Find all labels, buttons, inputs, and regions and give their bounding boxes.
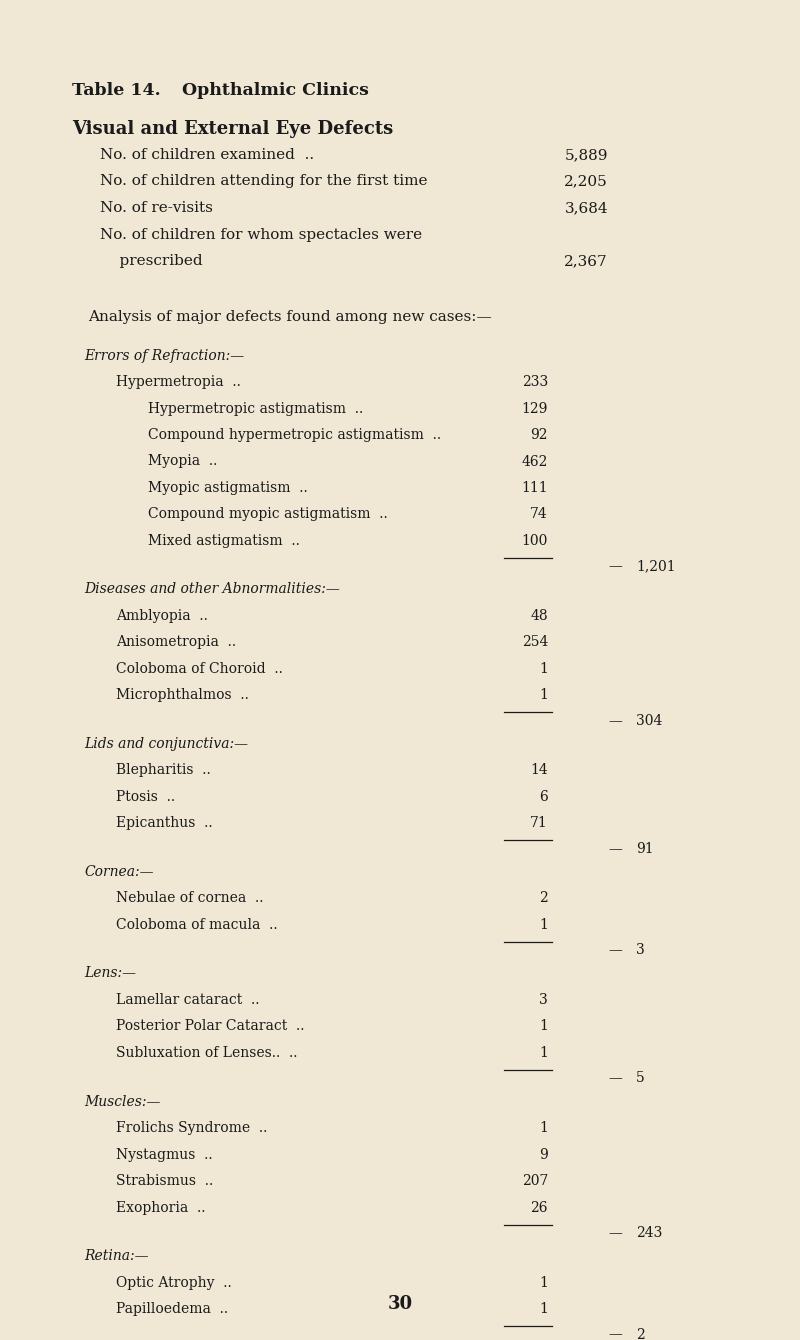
Text: Lens:—: Lens:— <box>84 966 136 981</box>
Text: Microphthalmos  ..: Microphthalmos .. <box>116 689 249 702</box>
Text: Compound hypermetropic astigmatism  ..: Compound hypermetropic astigmatism .. <box>148 427 441 442</box>
Text: 243: 243 <box>636 1226 662 1240</box>
Text: Optic Atrophy  ..: Optic Atrophy .. <box>116 1276 232 1289</box>
Text: Muscles:—: Muscles:— <box>84 1095 160 1108</box>
Text: 92: 92 <box>530 427 548 442</box>
Text: Hypermetropia  ..: Hypermetropia .. <box>116 375 241 389</box>
Text: 1: 1 <box>539 1122 548 1135</box>
Text: —: — <box>608 842 622 856</box>
Text: 5: 5 <box>636 1072 645 1085</box>
Text: Cornea:—: Cornea:— <box>84 866 154 879</box>
Text: 14: 14 <box>530 764 548 777</box>
Text: 6: 6 <box>539 791 548 804</box>
Text: Coloboma of macula  ..: Coloboma of macula .. <box>116 918 278 933</box>
Text: —: — <box>608 560 622 574</box>
Text: 1: 1 <box>539 1020 548 1033</box>
Text: 1: 1 <box>539 918 548 933</box>
Text: 254: 254 <box>522 635 548 650</box>
Text: 2,205: 2,205 <box>564 174 608 189</box>
Text: 1,201: 1,201 <box>636 560 676 574</box>
Text: 2: 2 <box>539 891 548 906</box>
Text: Nebulae of cornea  ..: Nebulae of cornea .. <box>116 891 263 906</box>
Text: Lids and conjunctiva:—: Lids and conjunctiva:— <box>84 737 248 750</box>
Text: 1: 1 <box>539 1302 548 1316</box>
Text: Blepharitis  ..: Blepharitis .. <box>116 764 210 777</box>
Text: 48: 48 <box>530 608 548 623</box>
Text: Retina:—: Retina:— <box>84 1249 149 1264</box>
Text: Lamellar cataract  ..: Lamellar cataract .. <box>116 993 259 1006</box>
Text: Analysis of major defects found among new cases:—: Analysis of major defects found among ne… <box>88 311 492 324</box>
Text: 3,684: 3,684 <box>564 201 608 214</box>
Text: —: — <box>608 1328 622 1340</box>
Text: Table 14.: Table 14. <box>72 82 161 99</box>
Text: 74: 74 <box>530 508 548 521</box>
Text: 1: 1 <box>539 662 548 675</box>
Text: —: — <box>608 1072 622 1085</box>
Text: 207: 207 <box>522 1174 548 1189</box>
Text: No. of children for whom spectacles were: No. of children for whom spectacles were <box>100 228 422 241</box>
Text: 1: 1 <box>539 1276 548 1289</box>
Text: Ptosis  ..: Ptosis .. <box>116 791 175 804</box>
Text: 91: 91 <box>636 842 654 856</box>
Text: Diseases and other Abnormalities:—: Diseases and other Abnormalities:— <box>84 583 340 596</box>
Text: No. of children attending for the first time: No. of children attending for the first … <box>100 174 427 189</box>
Text: 304: 304 <box>636 714 662 728</box>
Text: 129: 129 <box>522 402 548 415</box>
Text: 1: 1 <box>539 1047 548 1060</box>
Text: 3: 3 <box>539 993 548 1006</box>
Text: Exophoria  ..: Exophoria .. <box>116 1201 206 1214</box>
Text: Ophthalmic Clinics: Ophthalmic Clinics <box>164 82 369 99</box>
Text: 3: 3 <box>636 943 645 958</box>
Text: Errors of Refraction:—: Errors of Refraction:— <box>84 348 244 363</box>
Text: Visual and External Eye Defects: Visual and External Eye Defects <box>72 121 394 138</box>
Text: 2,367: 2,367 <box>564 255 608 268</box>
Text: Mixed astigmatism  ..: Mixed astigmatism .. <box>148 535 300 548</box>
Text: prescribed: prescribed <box>100 255 202 268</box>
Text: 9: 9 <box>539 1147 548 1162</box>
Text: Strabismus  ..: Strabismus .. <box>116 1174 214 1189</box>
Text: —: — <box>608 943 622 958</box>
Text: 30: 30 <box>387 1294 413 1313</box>
Text: Myopic astigmatism  ..: Myopic astigmatism .. <box>148 481 308 494</box>
Text: Posterior Polar Cataract  ..: Posterior Polar Cataract .. <box>116 1020 305 1033</box>
Text: Compound myopic astigmatism  ..: Compound myopic astigmatism .. <box>148 508 388 521</box>
Text: Anisometropia  ..: Anisometropia .. <box>116 635 236 650</box>
Text: 71: 71 <box>530 816 548 831</box>
Text: Epicanthus  ..: Epicanthus .. <box>116 816 213 831</box>
Text: Papilloedema  ..: Papilloedema .. <box>116 1302 228 1316</box>
Text: 111: 111 <box>522 481 548 494</box>
Text: Amblyopia  ..: Amblyopia .. <box>116 608 208 623</box>
Text: —: — <box>608 714 622 728</box>
Text: No. of children examined  ..: No. of children examined .. <box>100 147 314 162</box>
Text: 5,889: 5,889 <box>565 147 608 162</box>
Text: Subluxation of Lenses..  ..: Subluxation of Lenses.. .. <box>116 1047 298 1060</box>
Text: Frolichs Syndrome  ..: Frolichs Syndrome .. <box>116 1122 267 1135</box>
Text: Hypermetropic astigmatism  ..: Hypermetropic astigmatism .. <box>148 402 363 415</box>
Text: 462: 462 <box>522 454 548 469</box>
Text: 1: 1 <box>539 689 548 702</box>
Text: Coloboma of Choroid  ..: Coloboma of Choroid .. <box>116 662 283 675</box>
Text: —: — <box>608 1226 622 1240</box>
Text: 233: 233 <box>522 375 548 389</box>
Text: Nystagmus  ..: Nystagmus .. <box>116 1147 213 1162</box>
Text: Myopia  ..: Myopia .. <box>148 454 218 469</box>
Text: 26: 26 <box>530 1201 548 1214</box>
Text: No. of re-visits: No. of re-visits <box>100 201 213 214</box>
Text: 2: 2 <box>636 1328 645 1340</box>
Text: 100: 100 <box>522 535 548 548</box>
